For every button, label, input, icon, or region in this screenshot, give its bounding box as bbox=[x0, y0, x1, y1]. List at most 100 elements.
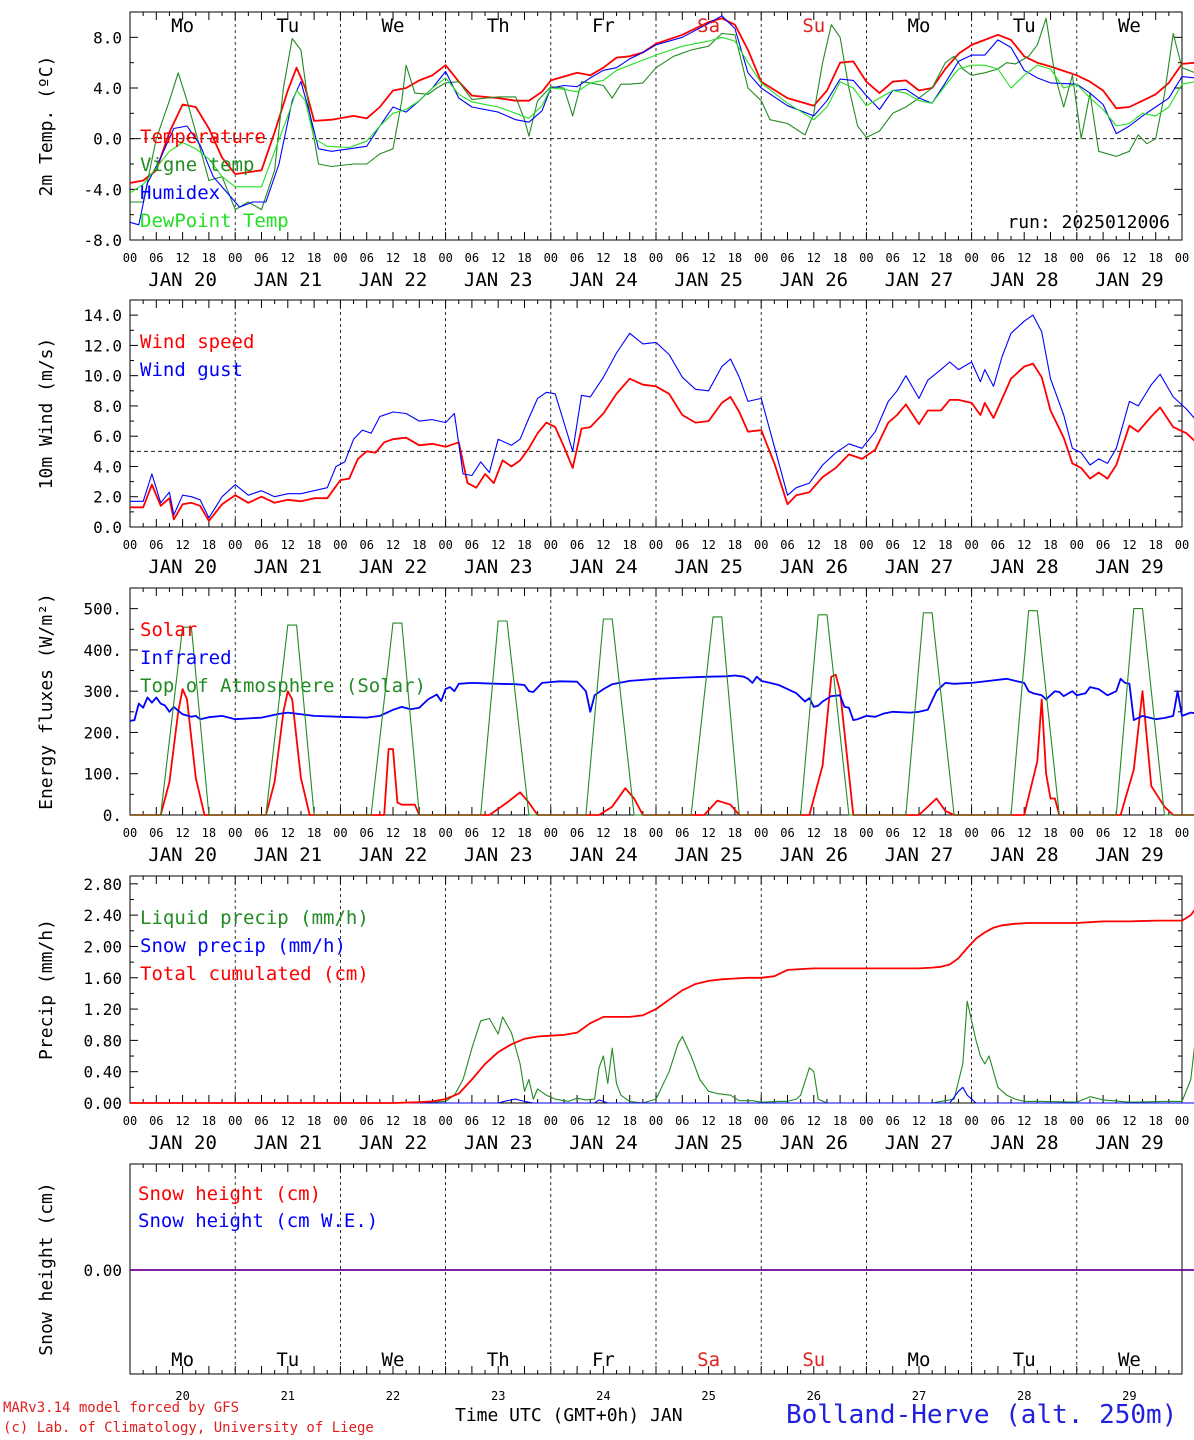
x-axis-label: Time UTC (GMT+0h) bbox=[455, 1405, 640, 1426]
hour-tick-label: 12 bbox=[175, 538, 189, 552]
y-axis-title: Energy fluxes (W/m²) bbox=[36, 593, 57, 810]
hour-tick-label: 12 bbox=[1017, 1114, 1031, 1128]
hour-tick-label: 00 bbox=[544, 1114, 558, 1128]
hour-tick-label: 12 bbox=[701, 826, 715, 840]
hour-tick-label: 18 bbox=[517, 1114, 531, 1128]
day-number-label: 21 bbox=[281, 1389, 295, 1403]
x-axis-title: Time UTC (GMT+0h) JAN bbox=[455, 1405, 683, 1426]
day-label: JAN 20 bbox=[148, 1132, 217, 1154]
day-label: JAN 29 bbox=[1095, 844, 1164, 866]
hour-tick-label: 00 bbox=[123, 251, 137, 265]
day-label: JAN 26 bbox=[779, 1132, 848, 1154]
weekday-label: We bbox=[382, 1349, 405, 1371]
panel-1: -8.0 -4.0 0.0 4.0 8.0 2m Temp. (ºC) Temperatur… bbox=[36, 11, 1194, 291]
hour-tick-label: 00 bbox=[544, 826, 558, 840]
hour-tick-label: 18 bbox=[202, 538, 216, 552]
day-label: JAN 21 bbox=[253, 1132, 322, 1154]
weekday-label: Tu bbox=[276, 15, 299, 37]
day-label: JAN 26 bbox=[779, 556, 848, 578]
hour-tick-label: 18 bbox=[517, 251, 531, 265]
hour-tick-label: 18 bbox=[517, 826, 531, 840]
hour-tick-label: 12 bbox=[807, 826, 821, 840]
hour-tick-label: 18 bbox=[622, 826, 636, 840]
hour-tick-label: 12 bbox=[175, 251, 189, 265]
hour-tick-label: 00 bbox=[228, 251, 242, 265]
weekday-label: Fr bbox=[592, 1349, 615, 1371]
hour-tick-label: 00 bbox=[754, 826, 768, 840]
hour-tick-label: 18 bbox=[1148, 826, 1162, 840]
y-tick-label: 0.40 bbox=[83, 1063, 122, 1082]
hour-tick-label: 06 bbox=[1096, 538, 1110, 552]
y-tick-label: 2.0 bbox=[93, 488, 122, 507]
hour-tick-label: 00 bbox=[964, 1114, 978, 1128]
hour-tick-label: 00 bbox=[1070, 1114, 1084, 1128]
weekday-label: Mo bbox=[171, 15, 194, 37]
hour-tick-label: 06 bbox=[675, 1114, 689, 1128]
hour-tick-label: 18 bbox=[728, 826, 742, 840]
hour-tick-label: 00 bbox=[333, 1114, 347, 1128]
day-label: JAN 25 bbox=[674, 844, 743, 866]
weekday-label: Su bbox=[802, 1349, 825, 1371]
day-label: JAN 21 bbox=[253, 556, 322, 578]
hour-tick-label: 12 bbox=[175, 826, 189, 840]
hour-tick-label: 00 bbox=[649, 251, 663, 265]
hour-tick-label: 00 bbox=[859, 826, 873, 840]
series-line-wind-gust bbox=[130, 314, 1194, 519]
hour-tick-label: 12 bbox=[912, 251, 926, 265]
y-axis-title: 10m Wind (m/s) bbox=[36, 338, 57, 490]
hour-tick-label: 06 bbox=[149, 538, 163, 552]
hour-tick-label: 06 bbox=[885, 251, 899, 265]
weekday-label: We bbox=[1118, 15, 1141, 37]
series-line-temperature bbox=[129, 17, 1194, 184]
hour-tick-label: 06 bbox=[254, 538, 268, 552]
hour-tick-label: 12 bbox=[596, 251, 610, 265]
day-number-label: 28 bbox=[1017, 1389, 1031, 1403]
y-tick-label: 0.0 bbox=[93, 518, 122, 537]
hour-tick-label: 06 bbox=[465, 251, 479, 265]
hour-tick-label: 12 bbox=[491, 826, 505, 840]
hour-tick-label: 06 bbox=[570, 1114, 584, 1128]
hour-tick-label: 00 bbox=[754, 538, 768, 552]
day-number-label: 23 bbox=[491, 1389, 505, 1403]
day-label: JAN 27 bbox=[885, 844, 954, 866]
hour-tick-label: 06 bbox=[780, 538, 794, 552]
hour-tick-label: 18 bbox=[307, 1114, 321, 1128]
hour-tick-label: 18 bbox=[938, 1114, 952, 1128]
y-tick-label: 4.0 bbox=[93, 79, 122, 98]
panel-4: 0.00 0.40 0.80 1.20 1.60 2.00 2.40 2.80 Precip (… bbox=[36, 875, 1194, 1154]
hour-tick-label: 00 bbox=[754, 1114, 768, 1128]
y-tick-label: 300. bbox=[83, 682, 122, 701]
series-line-top-of-atmosphere-solar- bbox=[130, 608, 1194, 816]
y-tick-label: 0.0 bbox=[93, 130, 122, 149]
legend-entry: Top of Atmosphere (Solar) bbox=[140, 675, 426, 697]
hour-tick-label: 12 bbox=[596, 826, 610, 840]
hour-tick-label: 12 bbox=[281, 1114, 295, 1128]
hour-tick-label: 00 bbox=[649, 1114, 663, 1128]
hour-tick-label: 06 bbox=[675, 538, 689, 552]
hour-tick-label: 12 bbox=[1017, 826, 1031, 840]
weekday-label: Mo bbox=[171, 1349, 194, 1371]
panel-5: 0.00 Snow height (cm) Snow height (cm) Snow… bbox=[36, 1163, 1194, 1403]
hour-tick-label: 18 bbox=[202, 1114, 216, 1128]
hour-tick-label: 12 bbox=[386, 826, 400, 840]
day-label: JAN 25 bbox=[674, 269, 743, 291]
hour-tick-label: 18 bbox=[1043, 538, 1057, 552]
hour-tick-label: 00 bbox=[333, 826, 347, 840]
day-label: JAN 23 bbox=[464, 556, 533, 578]
hour-tick-label: 18 bbox=[1043, 1114, 1057, 1128]
hour-tick-label: 12 bbox=[701, 538, 715, 552]
hour-tick-label: 18 bbox=[622, 1114, 636, 1128]
legend-entry: DewPoint Temp bbox=[140, 210, 289, 232]
series-line-snow-precip-mm-h- bbox=[130, 1086, 1194, 1104]
y-axis-title: 2m Temp. (ºC) bbox=[36, 56, 57, 197]
legend-entry: Temperature bbox=[140, 126, 266, 148]
legend-entry: Snow precip (mm/h) bbox=[140, 935, 346, 957]
hour-tick-label: 12 bbox=[596, 1114, 610, 1128]
hour-tick-label: 12 bbox=[386, 538, 400, 552]
hour-tick-label: 00 bbox=[1175, 538, 1189, 552]
hour-tick-label: 06 bbox=[991, 826, 1005, 840]
hour-tick-label: 06 bbox=[254, 251, 268, 265]
hour-tick-label: 00 bbox=[438, 826, 452, 840]
hour-tick-label: 00 bbox=[1175, 1114, 1189, 1128]
day-label: JAN 21 bbox=[253, 269, 322, 291]
